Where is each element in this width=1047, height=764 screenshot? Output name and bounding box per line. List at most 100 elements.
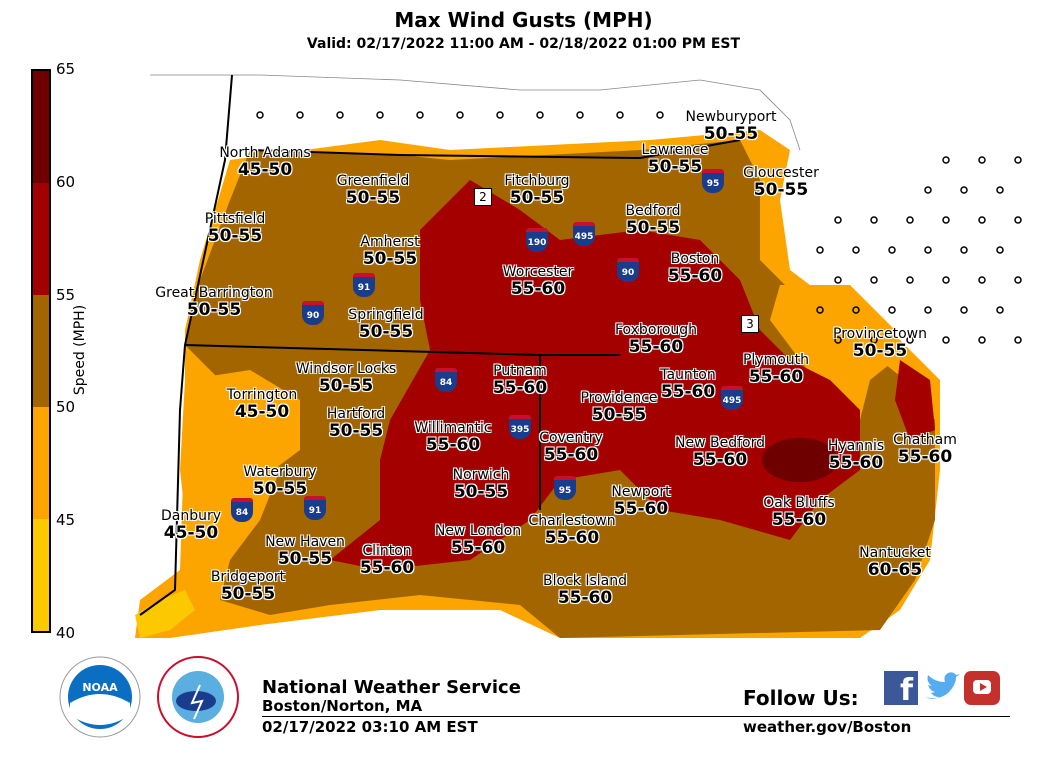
location-label: Oak Bluffs 55-60: [763, 495, 834, 530]
station-marker: [888, 306, 896, 314]
station-marker: [834, 216, 842, 224]
station-marker: [942, 156, 950, 164]
station-marker: [296, 111, 304, 119]
location-name: Worcester: [502, 264, 574, 280]
colorbar-tick: 40: [56, 624, 76, 642]
interstate-shield: 190: [526, 228, 548, 252]
colorbar-bin: [33, 295, 49, 407]
colorbar-tick: 50: [56, 398, 76, 417]
location-name: Providence: [580, 390, 658, 406]
location-label: Springfield 50-55: [348, 307, 423, 342]
station-marker: [906, 336, 914, 344]
location-name: New Haven: [265, 534, 345, 550]
station-marker: [906, 276, 914, 284]
station-marker: [978, 336, 986, 344]
location-label: Providence 50-55: [580, 390, 657, 425]
station-marker: [336, 111, 344, 119]
location-label: Nantucket 60-65: [859, 545, 931, 580]
location-label: Gloucester 50-55: [743, 165, 819, 200]
gust-range: 45-50: [237, 160, 293, 180]
location-name: Greenfield: [336, 173, 410, 189]
gust-range: 55-60: [748, 367, 804, 387]
gust-range: 50-55: [207, 226, 263, 246]
location-label: Clinton 55-60: [360, 543, 414, 578]
colorbar-tick: 55: [56, 285, 76, 304]
zone-marker: 2: [474, 188, 492, 206]
location-label: Foxborough 55-60: [615, 322, 697, 357]
interstate-shield: 91: [304, 496, 326, 520]
location-label: Block Island 55-60: [543, 573, 627, 608]
station-marker: [870, 276, 878, 284]
website-link[interactable]: weather.gov/Boston: [743, 718, 912, 736]
station-marker: [816, 306, 824, 314]
station-marker: [996, 306, 1004, 314]
gust-range: 55-60: [450, 538, 506, 558]
gust-range: 55-60: [897, 447, 953, 467]
gust-range: 50-55: [220, 584, 276, 604]
interstate-shield: 90: [617, 258, 639, 282]
location-name: Windsor Locks: [295, 361, 397, 377]
youtube-icon[interactable]: [964, 671, 1000, 705]
location-label: Norwich 50-55: [453, 467, 510, 502]
location-name: Gloucester: [743, 165, 819, 181]
land-outline: [150, 74, 801, 151]
location-label: Putnam 55-60: [493, 363, 547, 398]
location-name: Taunton: [660, 367, 716, 383]
location-name: Boston: [670, 251, 720, 267]
location-label: North Adams 45-50: [219, 145, 310, 180]
gust-range: 60-65: [867, 560, 923, 580]
colorbar-tick: 45: [56, 511, 76, 530]
station-marker: [960, 186, 968, 194]
zone-60-65: [762, 438, 838, 482]
location-name: Great Barrington: [155, 285, 273, 301]
gust-range: 55-60: [771, 510, 827, 530]
location-label: Taunton 55-60: [660, 367, 716, 402]
footer-org: National Weather Service: [262, 677, 521, 698]
station-marker: [376, 111, 384, 119]
station-marker: [996, 246, 1004, 254]
station-markers: [256, 111, 1022, 344]
colorbar-bin: [33, 407, 49, 519]
station-marker: [496, 111, 504, 119]
gust-range: 50-55: [358, 322, 414, 342]
colorbar-tick: 65: [56, 60, 76, 78]
interstate-shield: 84: [231, 498, 253, 522]
location-label: Fitchburg 50-55: [504, 173, 569, 208]
state-borders: [139, 74, 741, 616]
gust-range: 50-55: [625, 218, 681, 238]
location-name: Oak Bluffs: [763, 495, 835, 511]
facebook-icon[interactable]: f: [884, 671, 918, 705]
station-marker: [834, 336, 842, 344]
gust-range: 55-60: [660, 382, 716, 402]
location-name: Waterbury: [243, 464, 317, 480]
location-label: Greenfield 50-55: [337, 173, 410, 208]
twitter-icon[interactable]: [922, 671, 962, 705]
station-marker: [960, 306, 968, 314]
gust-range: 50-55: [703, 124, 759, 144]
footer-divider: [262, 716, 1010, 717]
station-marker: [978, 216, 986, 224]
location-label: Waterbury 50-55: [243, 464, 316, 499]
location-label: Worcester 55-60: [503, 264, 574, 299]
gust-range: 55-60: [543, 445, 599, 465]
gust-range: 50-55: [591, 405, 647, 425]
colorbar-bin: [33, 71, 49, 183]
location-label: New Haven 50-55: [265, 534, 345, 569]
location-name: Amherst: [360, 234, 420, 250]
location-name: Putnam: [493, 363, 547, 379]
station-marker: [576, 111, 584, 119]
location-name: North Adams: [219, 145, 311, 161]
gust-range: 55-60: [425, 435, 481, 455]
station-marker: [870, 336, 878, 344]
station-marker: [256, 111, 264, 119]
location-name: New London: [434, 523, 522, 539]
gust-range: 50-55: [647, 157, 703, 177]
valid-period: Valid: 02/17/2022 11:00 AM - 02/18/2022 …: [306, 36, 741, 52]
gust-range: 55-60: [544, 528, 600, 548]
station-marker: [942, 336, 950, 344]
location-label: Windsor Locks 50-55: [296, 361, 396, 396]
gust-range: 45-50: [234, 402, 290, 422]
gust-range: 55-60: [510, 279, 566, 299]
